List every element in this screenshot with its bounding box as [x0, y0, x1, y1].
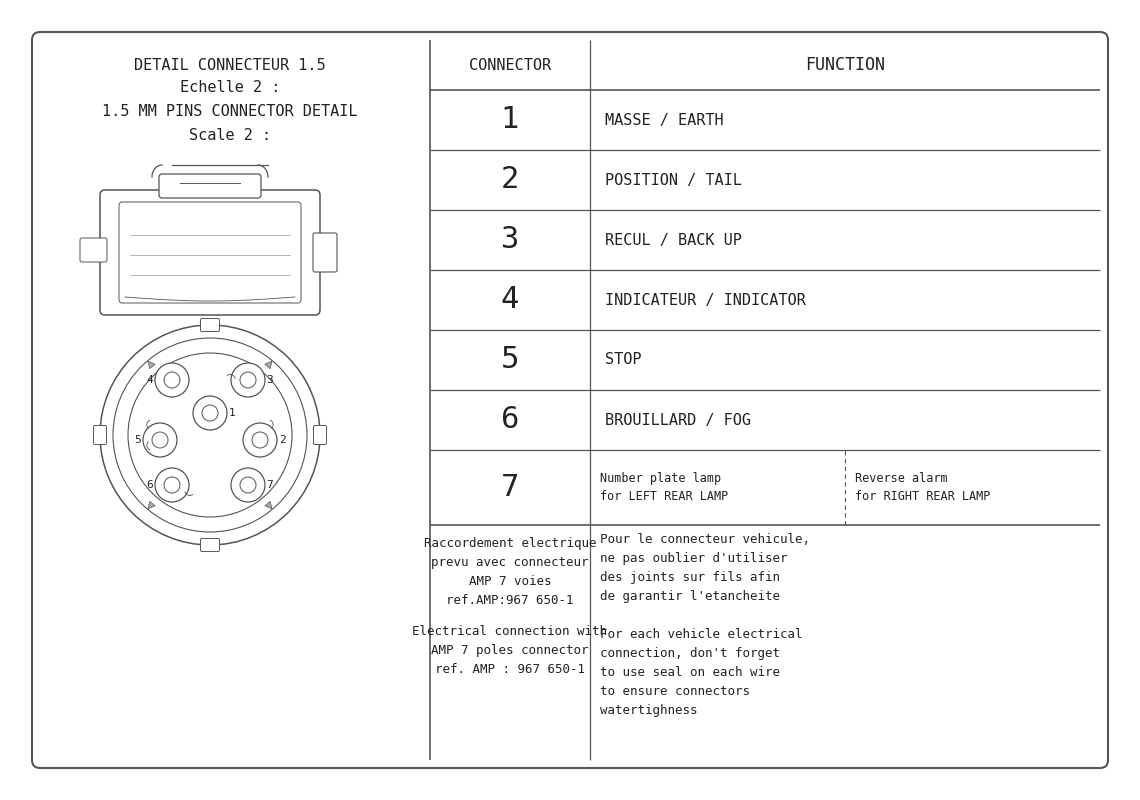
- Text: FUNCTION: FUNCTION: [805, 56, 885, 74]
- Text: POSITION / TAIL: POSITION / TAIL: [605, 173, 742, 187]
- Text: 7: 7: [267, 480, 274, 490]
- Text: 2: 2: [278, 435, 285, 445]
- Text: DETAIL CONNECTEUR 1.5: DETAIL CONNECTEUR 1.5: [135, 58, 326, 73]
- Circle shape: [164, 477, 180, 493]
- Circle shape: [128, 353, 292, 517]
- Circle shape: [152, 432, 168, 448]
- Text: 3: 3: [500, 226, 519, 254]
- FancyBboxPatch shape: [93, 426, 106, 445]
- FancyBboxPatch shape: [201, 318, 220, 331]
- Circle shape: [155, 468, 189, 502]
- Text: 6: 6: [147, 480, 154, 490]
- FancyBboxPatch shape: [314, 233, 337, 272]
- Polygon shape: [148, 361, 155, 369]
- Circle shape: [202, 405, 218, 421]
- Circle shape: [252, 432, 268, 448]
- Text: Number plate lamp
for LEFT REAR LAMP: Number plate lamp for LEFT REAR LAMP: [600, 472, 728, 503]
- Text: Reverse alarm
for RIGHT REAR LAMP: Reverse alarm for RIGHT REAR LAMP: [855, 472, 991, 503]
- Circle shape: [231, 468, 264, 502]
- FancyBboxPatch shape: [314, 426, 326, 445]
- Text: 5: 5: [500, 346, 519, 374]
- Text: MASSE / EARTH: MASSE / EARTH: [605, 113, 724, 127]
- Text: INDICATEUR / INDICATOR: INDICATEUR / INDICATOR: [605, 293, 806, 307]
- Text: Pour le connecteur vehicule,
ne pas oublier d'utiliser
des joints sur fils afin
: Pour le connecteur vehicule, ne pas oubl…: [600, 533, 811, 717]
- Circle shape: [243, 423, 277, 457]
- Text: 2: 2: [500, 166, 519, 194]
- Text: Raccordement electrique
prevu avec connecteur
AMP 7 voies
ref.AMP:967 650-1: Raccordement electrique prevu avec conne…: [424, 537, 596, 607]
- Text: RECUL / BACK UP: RECUL / BACK UP: [605, 233, 742, 247]
- Text: CONNECTOR: CONNECTOR: [469, 58, 551, 73]
- FancyBboxPatch shape: [158, 174, 261, 198]
- Text: Echelle 2 :: Echelle 2 :: [180, 81, 280, 95]
- Circle shape: [113, 338, 307, 532]
- Circle shape: [155, 363, 189, 397]
- Circle shape: [142, 423, 177, 457]
- Circle shape: [231, 363, 264, 397]
- Text: 1: 1: [500, 106, 519, 134]
- Polygon shape: [264, 361, 272, 369]
- Text: 7: 7: [500, 473, 519, 502]
- Text: 6: 6: [500, 406, 519, 434]
- FancyBboxPatch shape: [80, 238, 107, 262]
- Circle shape: [100, 325, 320, 545]
- Text: 5: 5: [135, 435, 141, 445]
- FancyBboxPatch shape: [201, 538, 220, 551]
- Polygon shape: [264, 502, 272, 509]
- Text: STOP: STOP: [605, 353, 642, 367]
- Text: 3: 3: [267, 375, 274, 385]
- FancyBboxPatch shape: [32, 32, 1108, 768]
- Circle shape: [241, 372, 256, 388]
- Text: 4: 4: [500, 286, 519, 314]
- Polygon shape: [148, 502, 155, 509]
- Text: 1: 1: [229, 408, 235, 418]
- Text: Scale 2 :: Scale 2 :: [189, 127, 271, 142]
- Circle shape: [164, 372, 180, 388]
- FancyBboxPatch shape: [119, 202, 301, 303]
- Text: 4: 4: [147, 375, 154, 385]
- Circle shape: [241, 477, 256, 493]
- Circle shape: [193, 396, 227, 430]
- Text: BROUILLARD / FOG: BROUILLARD / FOG: [605, 413, 751, 427]
- FancyBboxPatch shape: [100, 190, 320, 315]
- Text: 1.5 MM PINS CONNECTOR DETAIL: 1.5 MM PINS CONNECTOR DETAIL: [103, 105, 358, 119]
- Text: Electrical connection with
AMP 7 poles connector
ref. AMP : 967 650-1: Electrical connection with AMP 7 poles c…: [413, 625, 608, 676]
